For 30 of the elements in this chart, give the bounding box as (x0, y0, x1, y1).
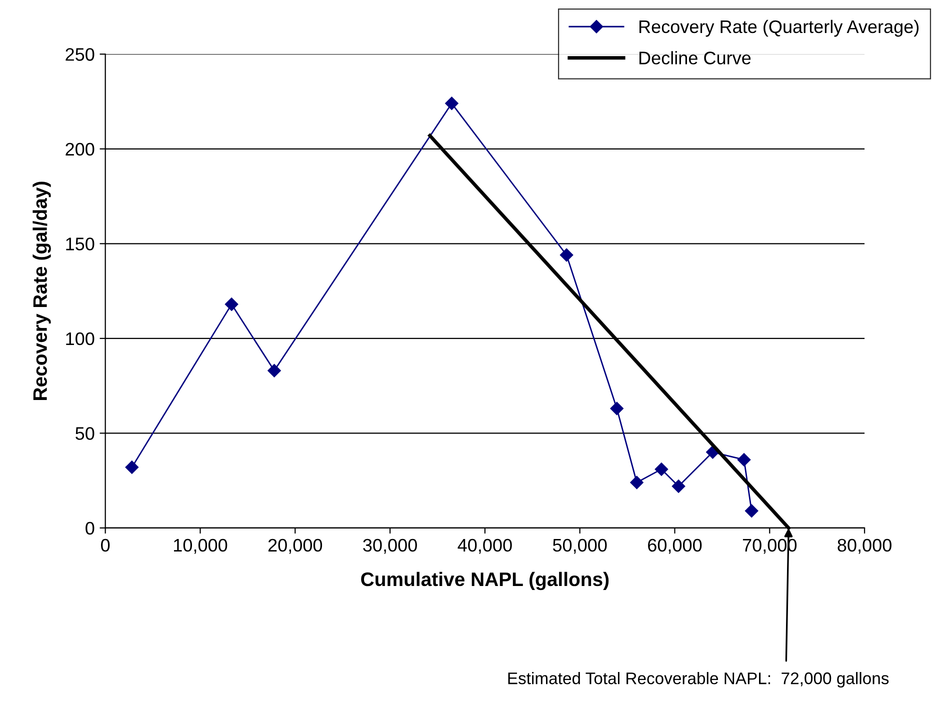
point (445, 96, 458, 110)
point (745, 504, 758, 518)
point (560, 248, 574, 262)
point (672, 480, 686, 493)
y-tick-label: 150 (66, 238, 94, 250)
annotation: Estimated Total Recoverable NAPL: 72,000 gallons (508, 672, 889, 688)
x-axis-title: Cumulative NAPL (gallons) (361, 572, 609, 590)
y-tick-label: 0 (86, 522, 94, 535)
point (268, 364, 281, 378)
x-tick-label: 10,000 (174, 538, 228, 554)
x-tick-label: 60,000 (648, 538, 702, 554)
x-tick-label: 40,000 (458, 538, 512, 554)
y-tick-label: 200 (66, 142, 94, 156)
y-tick-label: 50 (76, 427, 94, 440)
y-axis-title: Recovery Rate (gal/day) (32, 182, 51, 400)
x-tick-label: 0 (101, 538, 110, 552)
point (610, 402, 624, 416)
point (125, 460, 138, 474)
x-tick-label: 30,000 (363, 538, 417, 554)
legend-label: Decline Curve (639, 51, 751, 64)
point (737, 453, 751, 466)
legend-label: Recovery Rate (Quarterly Average) (639, 20, 919, 37)
point (224, 298, 238, 311)
y-tick-label: 100 (66, 332, 94, 346)
point (654, 462, 668, 476)
y-tick-label: 250 (66, 48, 94, 61)
point (630, 476, 644, 490)
x-tick-label: 20,000 (268, 538, 322, 554)
x-tick-label: 80,000 (838, 538, 892, 554)
x-tick-label: 50,000 (552, 538, 607, 554)
